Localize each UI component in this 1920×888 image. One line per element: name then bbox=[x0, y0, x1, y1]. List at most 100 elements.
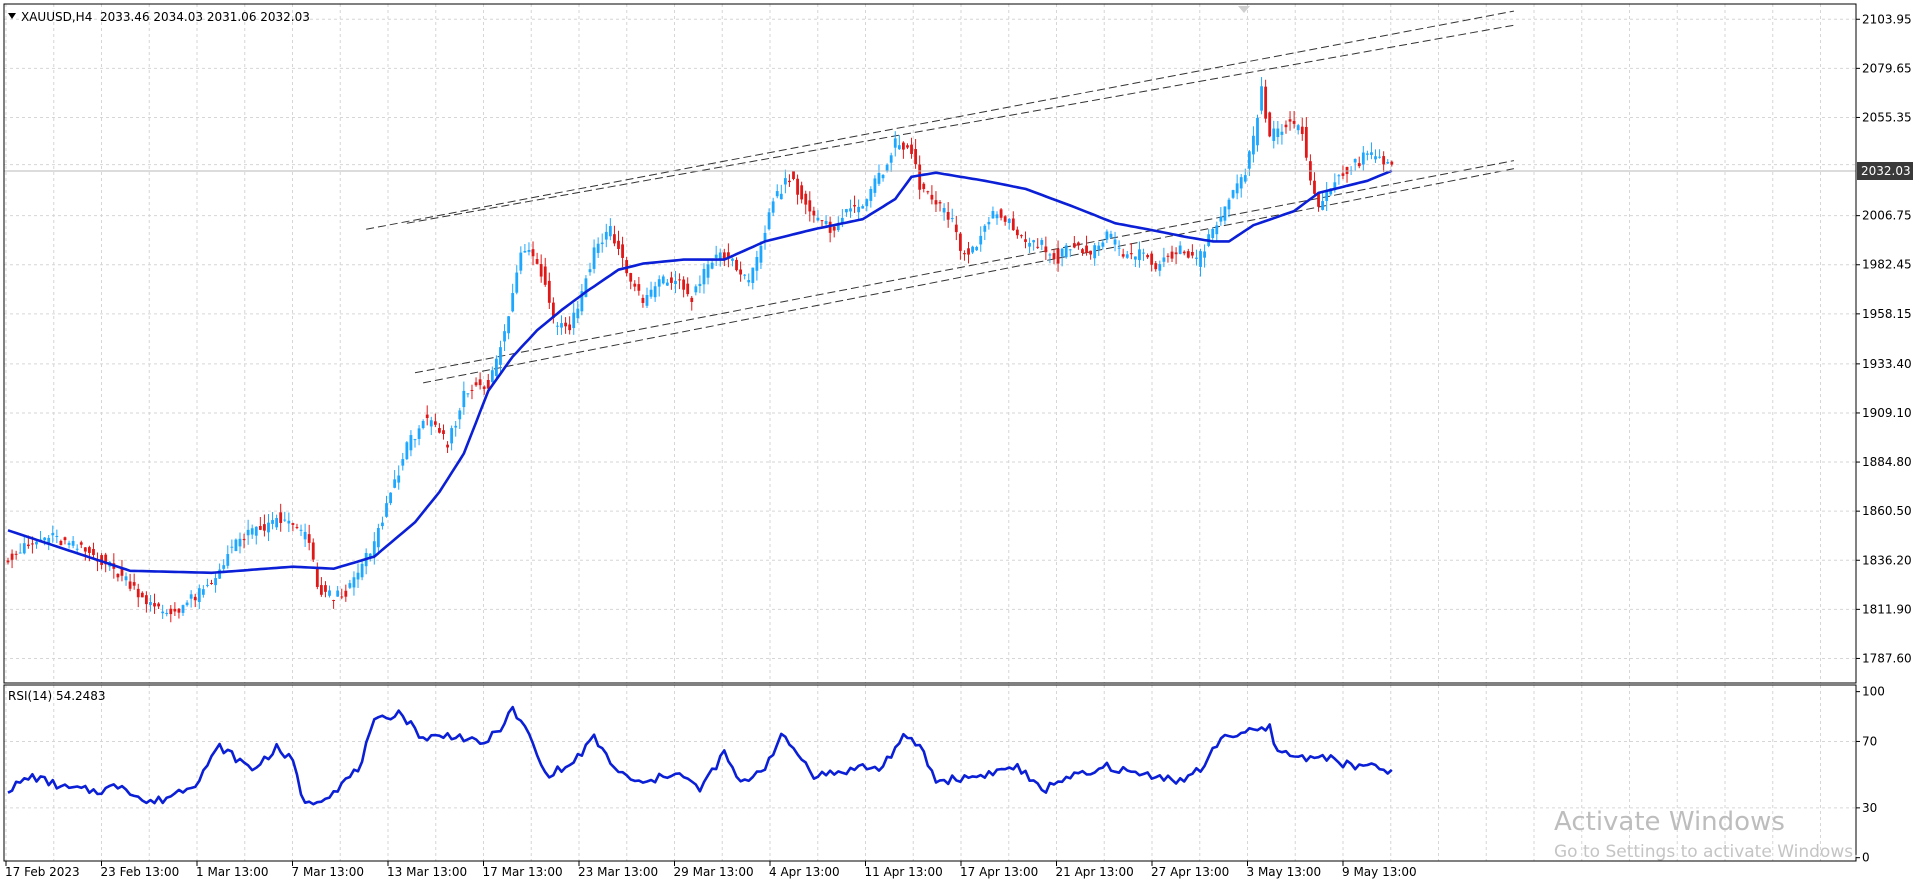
candle bbox=[507, 315, 511, 340]
candle-body bbox=[629, 273, 633, 282]
candle-body bbox=[592, 247, 596, 269]
candle-body bbox=[478, 379, 482, 386]
chart-shift-marker[interactable] bbox=[1238, 6, 1250, 13]
candle-body bbox=[1178, 245, 1182, 254]
candle-body bbox=[588, 269, 592, 273]
candle bbox=[328, 585, 331, 598]
candle-body bbox=[763, 232, 767, 241]
candle-body bbox=[759, 245, 763, 263]
collapse-triangle-icon[interactable] bbox=[8, 13, 16, 19]
channel-trendline[interactable] bbox=[406, 24, 1514, 224]
candle-body bbox=[149, 602, 152, 606]
candle bbox=[910, 137, 913, 159]
price-tick-label: 1884.80 bbox=[1862, 455, 1912, 469]
candle bbox=[381, 516, 384, 530]
candle-body bbox=[804, 193, 808, 205]
candle-body bbox=[869, 188, 873, 201]
candle-body bbox=[88, 547, 91, 553]
main-plot-area[interactable] bbox=[4, 4, 1856, 683]
candle bbox=[1015, 226, 1019, 239]
candle bbox=[1288, 111, 1292, 131]
candle bbox=[527, 242, 531, 256]
candle bbox=[275, 514, 279, 531]
candle bbox=[1048, 252, 1052, 264]
candle bbox=[816, 210, 820, 222]
candle-body bbox=[897, 145, 901, 150]
candle-body bbox=[857, 206, 861, 213]
candle-body bbox=[140, 592, 144, 598]
candle bbox=[474, 377, 478, 387]
candle-body bbox=[1382, 156, 1386, 165]
candle bbox=[535, 252, 539, 265]
moving-average-line[interactable] bbox=[7, 169, 1393, 575]
candle bbox=[718, 248, 722, 267]
candle bbox=[389, 492, 392, 506]
candle bbox=[344, 584, 348, 602]
candle bbox=[35, 540, 38, 549]
candle bbox=[1227, 197, 1231, 218]
candle-body bbox=[702, 268, 706, 285]
candle bbox=[580, 283, 584, 316]
candle-body bbox=[731, 258, 734, 261]
candle-body bbox=[1121, 254, 1125, 257]
candle-body bbox=[751, 267, 755, 283]
candle-body bbox=[1325, 189, 1329, 201]
candle bbox=[250, 524, 254, 539]
time-tick-label: 3 May 13:00 bbox=[1247, 865, 1322, 879]
candle-body bbox=[1011, 218, 1015, 231]
channel-trendline[interactable] bbox=[423, 168, 1514, 384]
candle bbox=[51, 525, 55, 543]
candle-body bbox=[1272, 128, 1276, 141]
candle-body bbox=[1182, 251, 1186, 254]
candle-body bbox=[1162, 257, 1166, 262]
candle bbox=[670, 271, 673, 290]
candle-body bbox=[560, 323, 563, 328]
candle-body bbox=[1345, 166, 1349, 175]
candle bbox=[999, 207, 1003, 221]
candle-body bbox=[503, 331, 506, 342]
candle bbox=[161, 604, 165, 619]
candle bbox=[360, 558, 364, 581]
candle bbox=[608, 218, 612, 241]
candle bbox=[897, 135, 901, 150]
candle bbox=[775, 184, 779, 199]
candle bbox=[153, 593, 156, 614]
candle bbox=[14, 550, 18, 560]
rsi-plot-area[interactable] bbox=[4, 685, 1856, 861]
time-tick-label: 23 Mar 13:00 bbox=[578, 865, 658, 879]
candle bbox=[1231, 189, 1235, 200]
channel-trendline[interactable] bbox=[366, 10, 1514, 230]
candle-body bbox=[999, 209, 1003, 218]
candle bbox=[478, 372, 482, 390]
candle bbox=[1357, 156, 1361, 169]
candle bbox=[1260, 77, 1263, 115]
candle bbox=[743, 274, 747, 280]
candle-body bbox=[938, 202, 942, 204]
candle-body bbox=[189, 594, 193, 599]
candle-body bbox=[885, 164, 889, 172]
candle-body bbox=[254, 526, 258, 536]
candle bbox=[271, 512, 274, 530]
candle-body bbox=[902, 142, 905, 150]
candle-body bbox=[499, 347, 502, 365]
candle bbox=[861, 204, 865, 209]
candle bbox=[1296, 123, 1300, 135]
candle-body bbox=[442, 430, 445, 435]
candle bbox=[1011, 211, 1015, 231]
time-tick-label: 9 May 13:00 bbox=[1342, 865, 1417, 879]
candle bbox=[173, 602, 177, 616]
channel-trendline[interactable] bbox=[414, 160, 1514, 374]
candle bbox=[132, 573, 136, 590]
candle bbox=[889, 152, 893, 172]
candle bbox=[893, 131, 897, 157]
candle bbox=[405, 441, 409, 461]
candle bbox=[499, 340, 502, 375]
rsi-line[interactable] bbox=[7, 705, 1393, 806]
candle bbox=[726, 243, 730, 268]
candle-body bbox=[26, 544, 30, 547]
candle bbox=[429, 416, 433, 436]
candle-body bbox=[1235, 183, 1239, 194]
candle-body bbox=[486, 379, 490, 389]
candle-body bbox=[238, 538, 242, 547]
